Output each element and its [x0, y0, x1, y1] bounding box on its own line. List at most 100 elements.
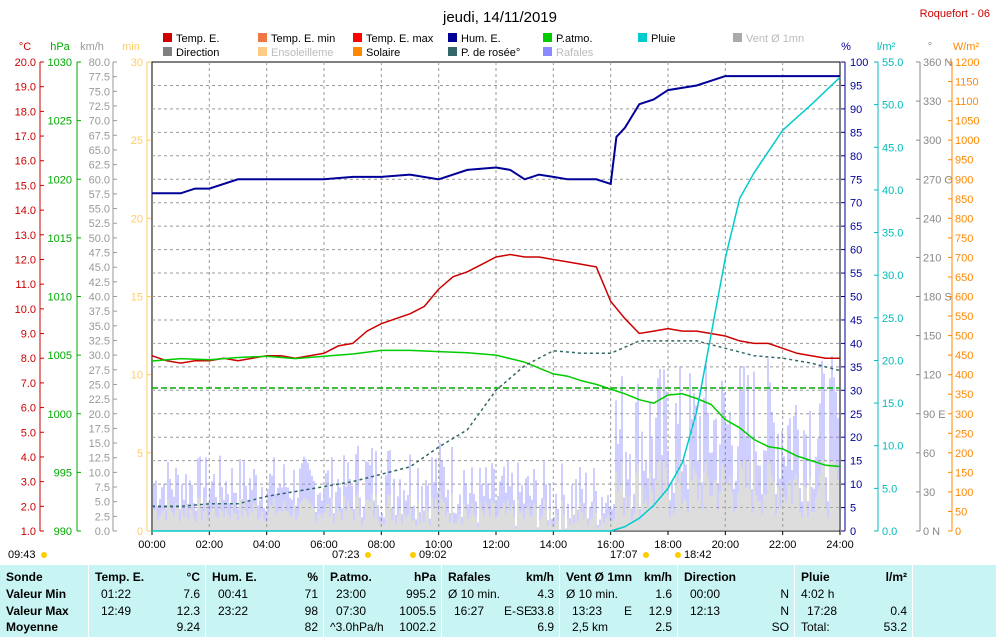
col-hum: Hum. E. % 00:41 71 23:22 98 82: [205, 565, 324, 637]
solar-tick-label: 450: [955, 350, 973, 362]
dir-tick-label: 30: [923, 487, 935, 499]
legend-swatch: [163, 33, 172, 42]
wind-tick-label: 20.0: [89, 409, 110, 421]
legend-swatch: [163, 47, 172, 56]
wind-max-time: 13:23: [572, 604, 603, 618]
legend-label: Temp. E.: [176, 33, 219, 45]
rain-tick-label: 55.0: [882, 57, 903, 69]
solar-tick-label: 600: [955, 292, 973, 304]
x-tick-label: 14:00: [540, 539, 568, 551]
wind-tick-label: 65.0: [89, 145, 110, 157]
hum-tick-label: 25: [850, 409, 862, 421]
press-tick-label: 1010: [48, 292, 72, 304]
time-markers: 09:43 07:23 09:02 17:07 18:42: [8, 549, 712, 561]
x-tick-label: 08:00: [368, 539, 396, 551]
hum-min-value: 71: [304, 587, 318, 601]
wind-tick-label: 72.5: [89, 101, 110, 113]
wind-tick-label: 32.5: [89, 335, 110, 347]
wind-tick-label: 40.0: [89, 292, 110, 304]
wind-tick-label: 35.0: [89, 321, 110, 333]
solar-tick-label: 250: [955, 428, 973, 440]
wind-max-value: 12.9: [648, 604, 672, 618]
rain-tick-label: 0.0: [882, 526, 897, 538]
wind-tick-label: 57.5: [89, 189, 110, 201]
hum-tick-label: 85: [850, 127, 862, 139]
chart-title: jeudi, 14/11/2019: [442, 9, 557, 26]
dir-avg-value: SO: [771, 620, 789, 634]
solar-tick-label: 800: [955, 213, 973, 225]
dir-tick-label: 60: [923, 448, 935, 460]
temp-tick-label: 11.0: [15, 279, 36, 291]
wind-tick-label: 37.5: [89, 306, 110, 318]
rain-unit-label: l/m²: [877, 41, 896, 53]
dir-header: Direction: [684, 570, 737, 584]
wind-tick-label: 80.0: [89, 57, 110, 69]
legend-swatch: [733, 33, 742, 42]
temp-tick-label: 12.0: [15, 254, 36, 266]
wind-tick-label: 2.5: [95, 511, 110, 523]
temp-tick-label: 13.0: [15, 230, 36, 242]
solar-tick-label: 700: [955, 252, 973, 264]
solar-tick-label: 50: [955, 506, 967, 518]
legend-swatch: [543, 47, 552, 56]
legend-label: Temp. E. max: [366, 33, 434, 45]
temp-tick-label: 20.0: [15, 57, 36, 69]
temp-unit: °C: [186, 570, 200, 584]
temp-tick-label: 14.0: [15, 205, 36, 217]
temp-min-time: 01:22: [101, 587, 132, 601]
series-pluie: [152, 76, 841, 532]
press-tick-label: 1005: [48, 350, 72, 362]
wind-tick-label: 50.0: [89, 233, 110, 245]
legend-swatch: [638, 33, 647, 42]
press-tick-label: 1025: [48, 116, 72, 128]
wind-tick-label: 67.5: [89, 130, 110, 142]
temp-avg-value: 9.24: [176, 620, 200, 634]
rain-total-value: 53.2: [883, 620, 907, 634]
col-wind: Vent Ø 1mn km/h Ø 10 min. 1.6 13:23 E 12…: [559, 565, 678, 637]
legend-swatch: [258, 33, 267, 42]
dir-min-time: 00:00: [690, 587, 721, 601]
wind-header: Vent Ø 1mn: [566, 570, 633, 584]
press-header: P.atmo.: [330, 570, 372, 584]
wind-tick-label: 0.0: [95, 526, 110, 538]
press-unit: hPa: [413, 570, 436, 584]
sun-tick-label: 15: [131, 292, 143, 304]
series-patmo: [151, 349, 841, 468]
legend-label: Rafales: [556, 47, 594, 59]
rain-tick-label: 10.0: [882, 441, 903, 453]
x-tick-label: 16:00: [597, 539, 625, 551]
temp-tick-label: 1.0: [21, 526, 36, 538]
grid: 00:00 02:00 04:00 06:00 08:00 10:00 12:00 14:00…: [138, 61, 854, 551]
rain-tick-label: 5.0: [882, 483, 897, 495]
sun-tick-label: 30: [131, 57, 143, 69]
legend-swatch: [448, 33, 457, 42]
temp-tick-label: 17.0: [15, 131, 36, 143]
hum-avg-value: 82: [304, 620, 318, 634]
hum-tick-label: 20: [850, 432, 862, 444]
hum-tick-label: 70: [850, 198, 862, 210]
rain-tick-label: 50.0: [882, 100, 903, 112]
summary-table: Sonde Valeur Min Valeur Max Moyenne Temp…: [0, 565, 996, 637]
press-min-time: 23:00: [336, 587, 367, 601]
solar-tick-label: 0: [955, 526, 961, 538]
x-tick-label: 10:00: [425, 539, 453, 551]
rain-duration: 4:02 h: [801, 587, 835, 601]
hum-max-time: 23:22: [218, 604, 249, 618]
wind-tick-label: 75.0: [89, 86, 110, 98]
wind-tick-label: 15.0: [89, 438, 110, 450]
wind-tick-label: 30.0: [89, 350, 110, 362]
sun-tick-label: 5: [137, 448, 143, 460]
legend-swatch: [258, 47, 267, 56]
temp-tick-label: 3.0: [21, 477, 36, 489]
sun-marker-icon: [41, 552, 47, 558]
legend-label: Temp. E. min: [271, 33, 335, 45]
x-tick-label: 18:00: [654, 539, 682, 551]
hum-tick-label: 45: [850, 315, 862, 327]
sun-marker-icon: [365, 552, 371, 558]
dir-max-value: N: [780, 604, 789, 618]
hum-tick-label: 95: [850, 80, 862, 92]
solar-tick-label: 900: [955, 174, 973, 186]
hum-tick-label: 10: [850, 479, 862, 491]
legend-label: Hum. E.: [461, 33, 501, 45]
sun-tick-label: 0: [137, 526, 143, 538]
